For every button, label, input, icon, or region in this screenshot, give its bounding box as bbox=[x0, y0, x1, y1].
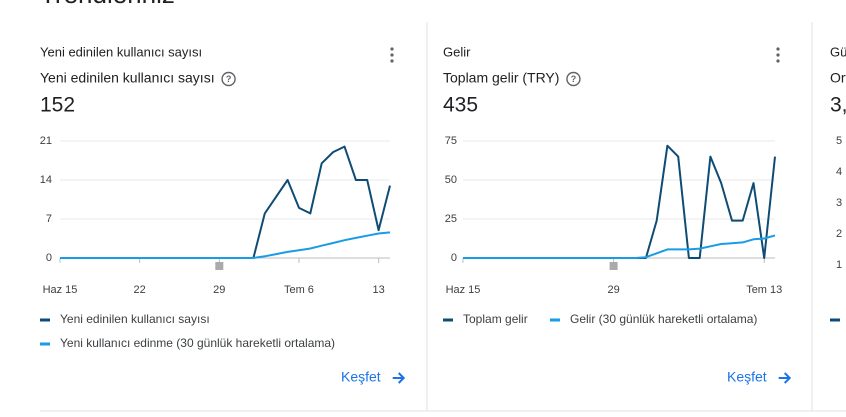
x-tick-label: 13 bbox=[372, 284, 384, 296]
info-icon[interactable] bbox=[566, 71, 581, 87]
x-tick-label: 29 bbox=[213, 284, 225, 296]
series-line bbox=[463, 234, 776, 259]
y-tick-label: 2 bbox=[836, 228, 842, 240]
metric-label: Ort bbox=[830, 70, 846, 86]
x-tick-label: 22 bbox=[134, 284, 146, 296]
menu-dot[interactable] bbox=[390, 47, 394, 51]
explore-arrow[interactable] bbox=[778, 372, 792, 384]
menu-dot[interactable] bbox=[390, 59, 394, 63]
y-tick-label: 21 bbox=[40, 135, 52, 147]
info-icon-mark: ? bbox=[226, 74, 232, 84]
legend-label: Yeni edinilen kullanıcı sayısı bbox=[60, 312, 210, 326]
metric-value: 3, bbox=[830, 94, 846, 117]
info-icon[interactable] bbox=[221, 71, 236, 87]
y-tick-label: 5 bbox=[836, 135, 842, 147]
menu-dot[interactable] bbox=[776, 59, 780, 63]
x-tick-label: 29 bbox=[607, 284, 619, 296]
info-icon-mark: ? bbox=[571, 74, 577, 84]
x-tick-label: Haz 15 bbox=[43, 284, 78, 296]
card-title: Gü bbox=[830, 44, 846, 59]
y-tick-label: 7 bbox=[46, 213, 52, 225]
section-title: Trendleriniz bbox=[40, 0, 175, 9]
series-line bbox=[60, 231, 391, 259]
annotation-marker[interactable] bbox=[215, 262, 224, 270]
y-tick-label: 0 bbox=[46, 252, 52, 264]
y-tick-label: 4 bbox=[836, 166, 842, 178]
explore-arrow[interactable] bbox=[392, 372, 406, 384]
menu-dot[interactable] bbox=[776, 53, 780, 57]
y-tick-label: 1 bbox=[836, 259, 842, 271]
explore-link[interactable]: Keşfet bbox=[727, 369, 767, 385]
y-tick-label: 3 bbox=[836, 197, 842, 209]
card-title: Yeni edinilen kullanıcı sayısı bbox=[40, 44, 202, 59]
annotation-marker[interactable] bbox=[609, 262, 618, 270]
legend-label: Gelir (30 günlük hareketli ortalama) bbox=[570, 312, 757, 326]
legend-label: Toplam gelir bbox=[463, 312, 528, 326]
series-line bbox=[463, 144, 776, 259]
metric-value: 152 bbox=[40, 94, 75, 117]
menu-dot[interactable] bbox=[776, 47, 780, 51]
y-tick-label: 0 bbox=[451, 252, 457, 264]
y-tick-label: 50 bbox=[445, 174, 457, 186]
x-tick-label: Tem 6 bbox=[284, 284, 314, 296]
card-title: Gelir bbox=[443, 44, 471, 59]
legend-label: Yeni kullanıcı edinme (30 günlük hareket… bbox=[60, 336, 335, 350]
y-tick-label: 14 bbox=[40, 174, 52, 186]
y-tick-label: 25 bbox=[445, 213, 457, 225]
explore-link[interactable]: Keşfet bbox=[341, 369, 381, 385]
menu-dot[interactable] bbox=[390, 53, 394, 57]
y-tick-label: 75 bbox=[445, 135, 457, 147]
x-tick-label: Tem 13 bbox=[746, 284, 782, 296]
metric-label: Yeni edinilen kullanıcı sayısı bbox=[40, 70, 215, 86]
metric-value: 435 bbox=[443, 94, 478, 117]
x-tick-label: Haz 15 bbox=[446, 284, 481, 296]
metric-label: Toplam gelir (TRY) bbox=[443, 70, 559, 86]
